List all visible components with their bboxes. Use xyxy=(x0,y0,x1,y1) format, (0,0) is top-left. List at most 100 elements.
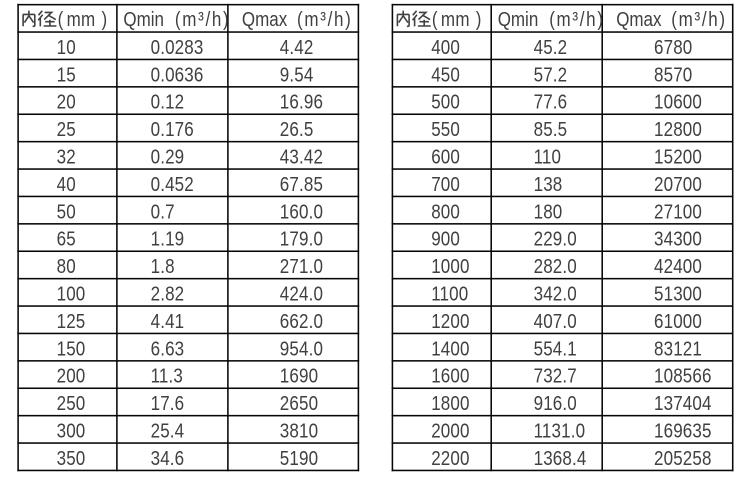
svg-text:125: 125 xyxy=(57,310,86,333)
svg-text:10600: 10600 xyxy=(654,90,702,113)
svg-text:160.0: 160.0 xyxy=(280,200,323,223)
svg-text:4.42: 4.42 xyxy=(280,36,314,59)
svg-text:1600: 1600 xyxy=(431,364,469,387)
svg-text:(m³/h): (m³/h) xyxy=(671,8,726,31)
svg-text:229.0: 229.0 xyxy=(534,227,577,250)
svg-text:1368.4: 1368.4 xyxy=(534,447,587,470)
svg-text:0.12: 0.12 xyxy=(151,90,185,113)
svg-text:342.0: 342.0 xyxy=(534,282,577,305)
svg-text:600: 600 xyxy=(431,145,460,168)
svg-text:800: 800 xyxy=(431,200,460,223)
svg-text:138: 138 xyxy=(534,173,563,196)
svg-text:(: ( xyxy=(432,8,438,31)
svg-text:300: 300 xyxy=(57,419,86,442)
svg-text:350: 350 xyxy=(57,447,86,470)
svg-text:150: 150 xyxy=(57,337,86,360)
svg-text:51300: 51300 xyxy=(654,282,702,305)
svg-text:20: 20 xyxy=(57,90,76,113)
svg-text:550: 550 xyxy=(431,118,460,141)
svg-text:4.41: 4.41 xyxy=(151,310,185,333)
svg-text:17.6: 17.6 xyxy=(151,392,185,415)
svg-text:27100: 27100 xyxy=(654,200,702,223)
svg-text:16.96: 16.96 xyxy=(280,90,323,113)
svg-text:0.7: 0.7 xyxy=(151,200,175,223)
svg-text:67.85: 67.85 xyxy=(280,173,323,196)
svg-text:6.63: 6.63 xyxy=(151,337,185,360)
svg-text:15200: 15200 xyxy=(654,145,702,168)
svg-text:137404: 137404 xyxy=(654,392,712,415)
svg-text:200: 200 xyxy=(57,364,86,387)
svg-text:1400: 1400 xyxy=(431,337,469,360)
svg-text:3810: 3810 xyxy=(280,419,318,442)
svg-text:554.1: 554.1 xyxy=(534,337,577,360)
svg-text:25: 25 xyxy=(57,118,76,141)
svg-text:65: 65 xyxy=(57,227,76,250)
svg-text:mm: mm xyxy=(67,8,96,31)
svg-text:1.19: 1.19 xyxy=(151,227,185,250)
svg-text:110: 110 xyxy=(534,145,562,168)
svg-text:Qmin: Qmin xyxy=(498,8,539,31)
svg-text:2.82: 2.82 xyxy=(151,282,185,305)
svg-text:282.0: 282.0 xyxy=(534,255,577,278)
svg-text:34300: 34300 xyxy=(654,227,702,250)
svg-text:900: 900 xyxy=(431,227,460,250)
svg-text:0.0636: 0.0636 xyxy=(151,63,204,86)
svg-text:20700: 20700 xyxy=(654,173,702,196)
svg-text:916.0: 916.0 xyxy=(534,392,577,415)
svg-text:12800: 12800 xyxy=(654,118,702,141)
svg-text:45.2: 45.2 xyxy=(534,36,568,59)
svg-text:77.6: 77.6 xyxy=(534,90,568,113)
svg-text:169635: 169635 xyxy=(654,419,712,442)
svg-text:80: 80 xyxy=(57,255,76,278)
svg-text:0.0283: 0.0283 xyxy=(151,36,204,59)
svg-text:83121: 83121 xyxy=(654,337,702,360)
svg-text:50: 50 xyxy=(57,200,76,223)
svg-text:(m³/h): (m³/h) xyxy=(549,8,604,31)
svg-text:424.0: 424.0 xyxy=(280,282,323,305)
svg-text:0.452: 0.452 xyxy=(151,173,194,196)
svg-text:662.0: 662.0 xyxy=(280,310,323,333)
svg-text:700: 700 xyxy=(431,173,460,196)
svg-text:500: 500 xyxy=(431,90,460,113)
svg-text:407.0: 407.0 xyxy=(534,310,577,333)
svg-text:1200: 1200 xyxy=(431,310,469,333)
svg-text:(m³/h): (m³/h) xyxy=(175,8,230,31)
svg-text:mm: mm xyxy=(441,8,470,31)
svg-text:Qmin: Qmin xyxy=(123,8,164,31)
svg-text:10: 10 xyxy=(57,36,76,59)
svg-text:85.5: 85.5 xyxy=(534,118,568,141)
svg-text:0.176: 0.176 xyxy=(151,118,194,141)
svg-text:271.0: 271.0 xyxy=(280,255,323,278)
svg-text:179.0: 179.0 xyxy=(280,227,323,250)
svg-text:1690: 1690 xyxy=(280,364,318,387)
svg-text:34.6: 34.6 xyxy=(151,447,185,470)
svg-text:1131.0: 1131.0 xyxy=(534,419,586,442)
svg-text:0.29: 0.29 xyxy=(151,145,185,168)
svg-text:15: 15 xyxy=(57,63,76,86)
svg-text:40: 40 xyxy=(57,173,76,196)
svg-text:32: 32 xyxy=(57,145,76,168)
svg-text:450: 450 xyxy=(431,63,460,86)
svg-text:1100: 1100 xyxy=(431,282,468,305)
svg-text:(: ( xyxy=(58,8,64,31)
svg-text:732.7: 732.7 xyxy=(534,364,577,387)
svg-text:42400: 42400 xyxy=(654,255,702,278)
svg-text:1800: 1800 xyxy=(431,392,469,415)
svg-text:2650: 2650 xyxy=(280,392,318,415)
svg-text:11.3: 11.3 xyxy=(151,364,183,387)
svg-text:8570: 8570 xyxy=(654,63,692,86)
svg-text:6780: 6780 xyxy=(654,36,692,59)
svg-text:26.5: 26.5 xyxy=(280,118,314,141)
svg-text:205258: 205258 xyxy=(654,447,712,470)
svg-text:43.42: 43.42 xyxy=(280,145,323,168)
svg-text:954.0: 954.0 xyxy=(280,337,323,360)
svg-text:Qmax: Qmax xyxy=(242,8,288,31)
svg-text:9.54: 9.54 xyxy=(280,63,314,86)
svg-text:1000: 1000 xyxy=(431,255,469,278)
svg-text:250: 250 xyxy=(57,392,86,415)
svg-text:2200: 2200 xyxy=(431,447,469,470)
svg-text:1.8: 1.8 xyxy=(151,255,175,278)
svg-text:61000: 61000 xyxy=(654,310,702,333)
svg-text:): ) xyxy=(476,8,482,31)
svg-text:): ) xyxy=(102,8,108,31)
